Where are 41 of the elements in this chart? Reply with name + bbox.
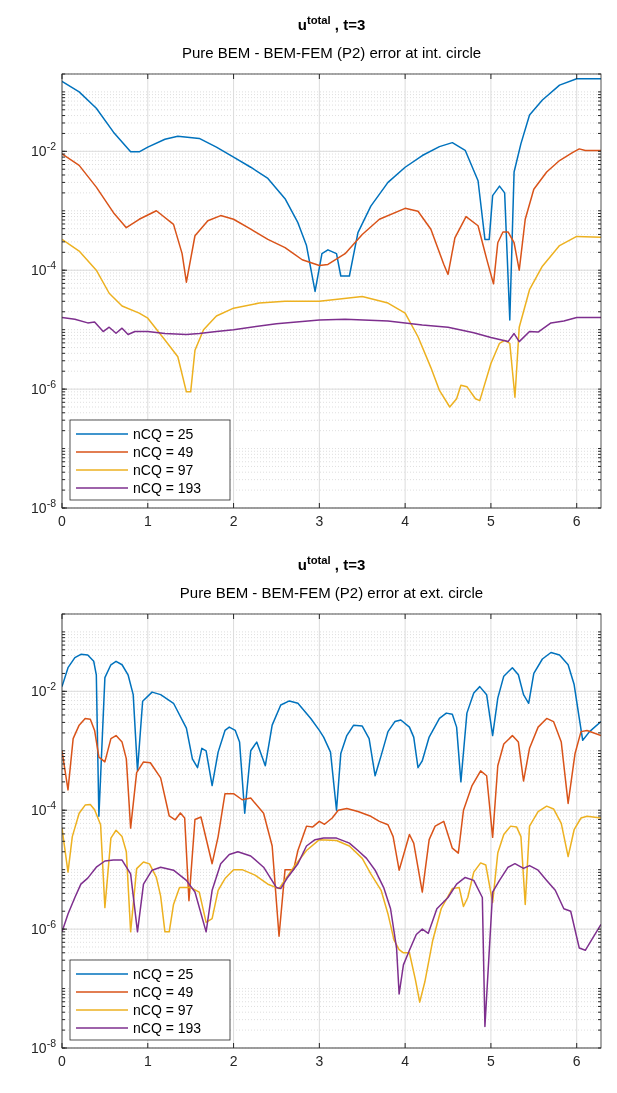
y-tick-label: 10$^{-4}$ bbox=[31, 259, 57, 279]
legend-label: nCQ = 193 bbox=[133, 1020, 202, 1036]
chart-subtitle: Pure BEM - BEM-FEM (P2) error at ext. circle bbox=[179, 584, 484, 601]
y-tick-label: 10$^{-6}$ bbox=[31, 918, 57, 938]
x-tick-label: 0 bbox=[58, 513, 67, 529]
x-tick-label: 3 bbox=[315, 513, 324, 529]
legend-label: nCQ = 97 bbox=[133, 1002, 194, 1018]
legend-label: nCQ = 25 bbox=[133, 426, 194, 442]
line-series bbox=[62, 148, 601, 285]
x-tick-label: 5 bbox=[487, 513, 496, 529]
x-tick-label: 2 bbox=[229, 513, 238, 529]
line-series bbox=[62, 78, 601, 321]
legend-label: nCQ = 49 bbox=[133, 444, 194, 460]
y-tick-label: 10$^{-8}$ bbox=[31, 1037, 57, 1056]
line-series bbox=[62, 235, 601, 408]
x-tick-label: 6 bbox=[572, 513, 581, 529]
y-tick-label: 10$^{-2}$ bbox=[31, 140, 57, 160]
x-tick-label: 0 bbox=[58, 1053, 67, 1069]
x-tick-label: 3 bbox=[315, 1053, 324, 1069]
x-tick-label: 6 bbox=[572, 1053, 581, 1069]
legend-label: nCQ = 49 bbox=[133, 984, 194, 1000]
x-tick-label: 1 bbox=[143, 513, 152, 529]
chart-subtitle: Pure BEM - BEM-FEM (P2) error at int. circle bbox=[181, 44, 482, 61]
line-series bbox=[62, 803, 601, 1003]
y-tick-label: 10$^{-4}$ bbox=[31, 799, 57, 819]
chart-title: u$^{total}$ , t=3 bbox=[297, 554, 366, 573]
y-tick-label: 10$^{-2}$ bbox=[31, 680, 57, 700]
line-series bbox=[62, 316, 601, 343]
line-series bbox=[62, 651, 601, 818]
legend-label: nCQ = 97 bbox=[133, 462, 194, 478]
x-tick-label: 4 bbox=[401, 1053, 410, 1069]
legend-label: nCQ = 25 bbox=[133, 966, 194, 982]
chart-title: u$^{total}$ , t=3 bbox=[297, 14, 366, 33]
line-series bbox=[62, 717, 601, 937]
y-tick-label: 10$^{-6}$ bbox=[31, 378, 57, 398]
x-tick-label: 2 bbox=[229, 1053, 238, 1069]
x-tick-label: 1 bbox=[143, 1053, 152, 1069]
y-tick-label: 10$^{-8}$ bbox=[31, 497, 57, 516]
legend-label: nCQ = 193 bbox=[133, 480, 202, 496]
x-tick-label: 5 bbox=[487, 1053, 496, 1069]
x-tick-label: 4 bbox=[401, 513, 410, 529]
